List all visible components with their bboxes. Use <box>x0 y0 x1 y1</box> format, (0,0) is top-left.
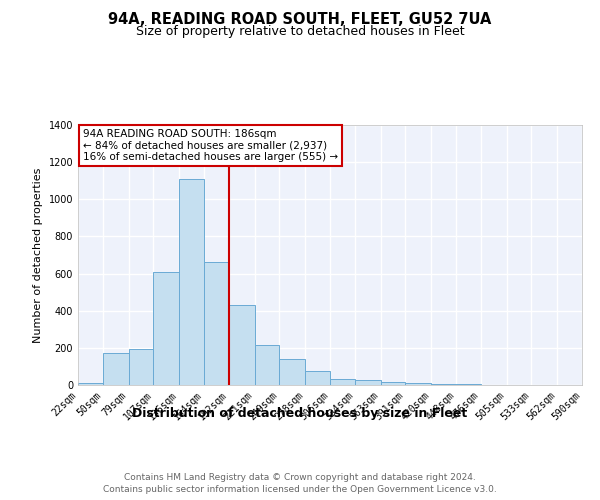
Text: Contains public sector information licensed under the Open Government Licence v3: Contains public sector information licen… <box>103 485 497 494</box>
Bar <box>280 359 305 385</box>
Bar <box>204 262 229 385</box>
Text: 94A READING ROAD SOUTH: 186sqm
← 84% of detached houses are smaller (2,937)
16% : 94A READING ROAD SOUTH: 186sqm ← 84% of … <box>83 129 338 162</box>
Bar <box>154 272 179 385</box>
Text: Contains HM Land Registry data © Crown copyright and database right 2024.: Contains HM Land Registry data © Crown c… <box>124 472 476 482</box>
Bar <box>406 383 431 385</box>
Text: 94A, READING ROAD SOUTH, FLEET, GU52 7UA: 94A, READING ROAD SOUTH, FLEET, GU52 7UA <box>109 12 491 28</box>
Bar <box>355 380 380 385</box>
Text: Size of property relative to detached houses in Fleet: Size of property relative to detached ho… <box>136 25 464 38</box>
Bar <box>78 383 103 385</box>
Bar <box>254 345 280 385</box>
Bar <box>456 384 481 385</box>
Bar <box>179 179 204 385</box>
Bar <box>128 349 154 385</box>
Text: Distribution of detached houses by size in Fleet: Distribution of detached houses by size … <box>133 408 467 420</box>
Bar <box>330 378 355 385</box>
Bar <box>305 371 330 385</box>
Bar <box>229 305 254 385</box>
Y-axis label: Number of detached properties: Number of detached properties <box>33 168 43 342</box>
Bar <box>380 382 406 385</box>
Bar <box>103 352 128 385</box>
Bar <box>431 384 456 385</box>
